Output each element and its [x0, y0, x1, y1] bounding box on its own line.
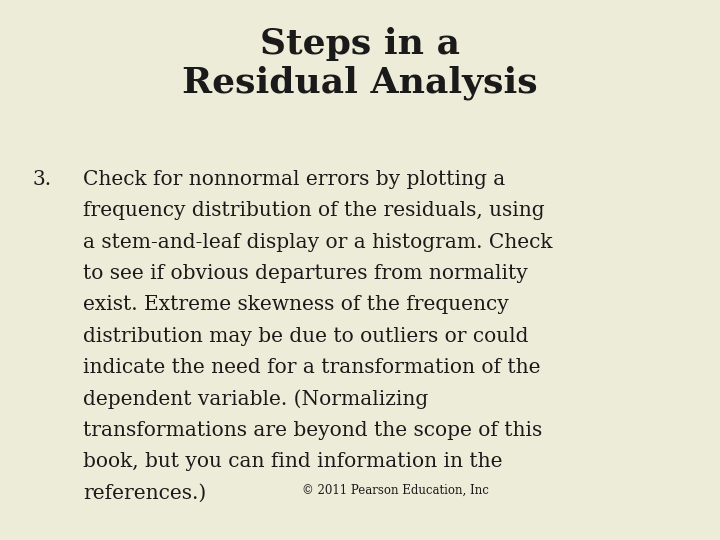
Text: distribution may be due to outliers or could: distribution may be due to outliers or c… — [83, 327, 528, 346]
Text: references.): references.) — [83, 483, 206, 502]
Text: dependent variable. (Normalizing: dependent variable. (Normalizing — [83, 389, 428, 409]
Text: frequency distribution of the residuals, using: frequency distribution of the residuals,… — [83, 201, 544, 220]
Text: book, but you can find information in the: book, but you can find information in th… — [83, 452, 503, 471]
Text: Check for nonnormal errors by plotting a: Check for nonnormal errors by plotting a — [83, 170, 505, 189]
Text: to see if obvious departures from normality: to see if obvious departures from normal… — [83, 264, 528, 283]
Text: indicate the need for a transformation of the: indicate the need for a transformation o… — [83, 358, 540, 377]
Text: transformations are beyond the scope of this: transformations are beyond the scope of … — [83, 421, 542, 440]
Text: a stem-and-leaf display or a histogram. Check: a stem-and-leaf display or a histogram. … — [83, 233, 552, 252]
Text: Steps in a
Residual Analysis: Steps in a Residual Analysis — [182, 27, 538, 99]
Text: 3.: 3. — [32, 170, 52, 189]
Text: exist. Extreme skewness of the frequency: exist. Extreme skewness of the frequency — [83, 295, 508, 314]
Text: © 2011 Pearson Education, Inc: © 2011 Pearson Education, Inc — [302, 483, 490, 496]
